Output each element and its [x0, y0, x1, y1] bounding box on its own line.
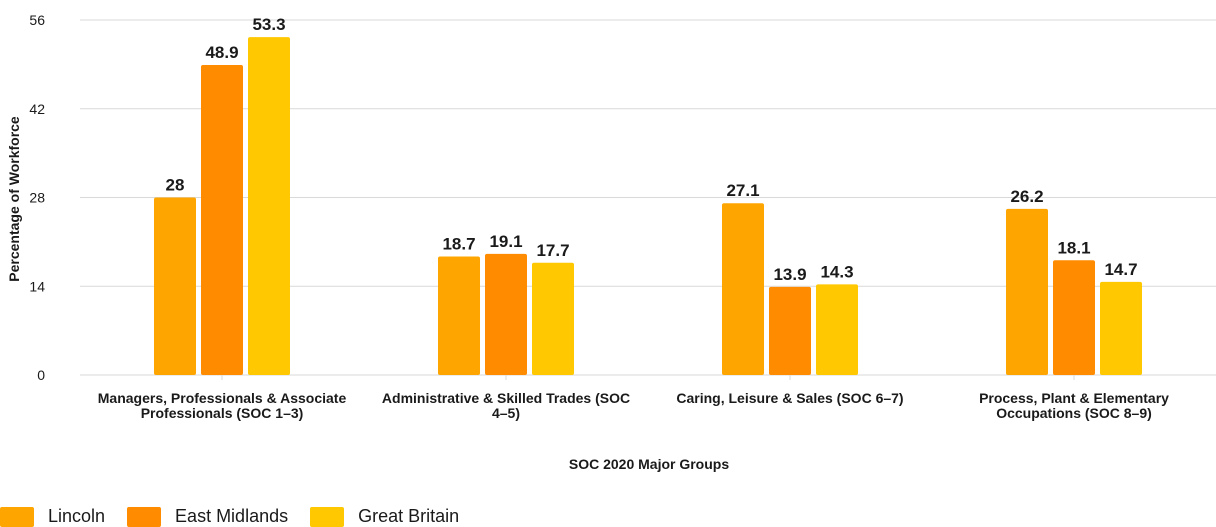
bars: [154, 37, 1142, 376]
data-label: 53.3: [252, 15, 285, 34]
data-label: 18.7: [442, 234, 475, 253]
x-category-label: Professionals (SOC 1–3): [141, 405, 304, 421]
x-axis-categories: Managers, Professionals & AssociateProfe…: [98, 375, 1169, 421]
bar-lincoln-2: [722, 203, 764, 375]
data-label: 13.9: [773, 265, 806, 284]
legend-label-east-midlands: East Midlands: [175, 506, 289, 526]
bar-great-britain-1: [532, 262, 574, 375]
bar-lincoln-0: [154, 197, 196, 375]
x-category-label: Managers, Professionals & Associate: [98, 390, 347, 406]
x-category-label: Administrative & Skilled Trades (SOC: [382, 390, 630, 406]
legend-label-great-britain: Great Britain: [358, 506, 460, 526]
legend-swatch-east-midlands: [127, 506, 162, 527]
legend-swatch-great-britain: [310, 506, 345, 527]
data-label: 17.7: [536, 241, 569, 260]
bar-chart: 0 14 28 42 56 28 48.9 53.3 18.7 19.1 17.7 27.1 13.9…: [6, 12, 1216, 472]
bar-great-britain-3: [1100, 281, 1142, 375]
data-label: 18.1: [1057, 238, 1090, 257]
data-label: 14.7: [1104, 260, 1137, 279]
y-axis-title: Percentage of Workforce: [6, 116, 22, 282]
x-category-label: 4–5): [492, 405, 520, 421]
data-label: 28: [166, 176, 185, 195]
bar-east-midlands-2: [769, 286, 811, 375]
data-label: 19.1: [489, 232, 522, 251]
x-category-label: Caring, Leisure & Sales (SOC 6–7): [676, 390, 903, 406]
data-label: 48.9: [205, 43, 238, 62]
data-labels: 28 48.9 53.3 18.7 19.1 17.7 27.1 13.9 14.3 26.2 18…: [166, 15, 1138, 284]
x-category-label: Process, Plant & Elementary: [979, 390, 1169, 406]
legend-item-lincoln[interactable]: Lincoln: [0, 506, 105, 527]
legend-item-great-britain[interactable]: Great Britain: [310, 506, 459, 527]
bar-great-britain-2: [816, 284, 858, 375]
bar-lincoln-3: [1006, 208, 1048, 375]
y-tick-label: 14: [29, 278, 45, 294]
data-label: 27.1: [726, 181, 759, 200]
bar-east-midlands-1: [485, 253, 527, 375]
y-tick-label: 42: [29, 101, 45, 117]
y-tick-label: 0: [37, 367, 45, 383]
x-axis-title: SOC 2020 Major Groups: [569, 456, 729, 472]
bar-east-midlands-0: [201, 65, 243, 376]
legend: Lincoln East Midlands Great Britain: [0, 506, 481, 527]
y-tick-label: 56: [29, 12, 45, 28]
legend-label-lincoln: Lincoln: [48, 506, 106, 526]
bar-east-midlands-3: [1053, 260, 1095, 375]
data-label: 14.3: [820, 262, 853, 281]
y-tick-label: 28: [29, 190, 45, 206]
y-axis-ticks: 0 14 28 42 56: [29, 12, 45, 383]
legend-item-east-midlands[interactable]: East Midlands: [127, 506, 288, 527]
bar-lincoln-1: [438, 256, 480, 375]
x-category-label: Occupations (SOC 8–9): [996, 405, 1152, 421]
data-label: 26.2: [1010, 187, 1043, 206]
bar-great-britain-0: [248, 37, 290, 376]
legend-swatch-lincoln: [0, 506, 34, 527]
